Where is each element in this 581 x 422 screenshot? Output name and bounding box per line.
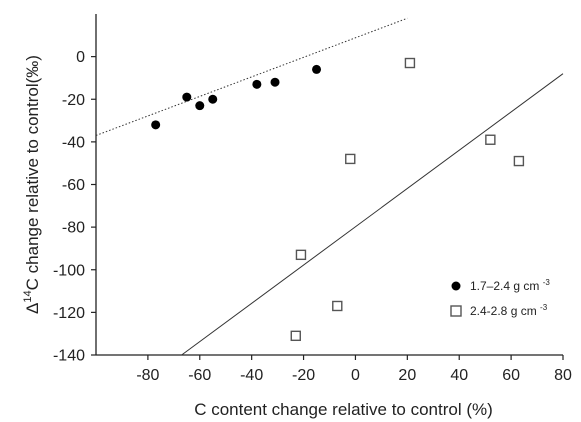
y-tick-label: -40: [62, 134, 85, 151]
filled-circle-point: [151, 120, 161, 130]
dotted-trendline: [95, 17, 408, 136]
trendlines: [95, 17, 564, 356]
x-tick-label: 0: [351, 367, 360, 384]
filled-circle-point: [312, 64, 322, 74]
filled-circle-point: [270, 77, 280, 87]
y-axis-title-superscript: 14: [22, 290, 34, 302]
y-tick-label: 0: [76, 49, 85, 66]
legend-label: 2.4-2.8 g cm -3: [470, 303, 548, 318]
legend-marker-square: [450, 305, 462, 317]
x-ticks: -80 -60 -40 -20 0 20 40 60 80: [136, 355, 572, 384]
y-axis-title-prefix: Δ: [23, 303, 42, 314]
x-tick-label: 60: [502, 367, 520, 384]
filled-circle-point: [208, 94, 218, 104]
y-axis-title-rest: C change relative to control(‰): [23, 55, 42, 290]
legend-label: 1.7–2.4 g cm -3: [470, 278, 550, 293]
x-tick-label: -80: [136, 367, 159, 384]
y-tick-label: -140: [53, 348, 85, 365]
y-tick-label: -80: [62, 220, 85, 237]
x-tick-label: 20: [398, 367, 416, 384]
data-points: [151, 57, 525, 342]
legend: 1.7–2.4 g cm -3 2.4-2.8 g cm -3: [450, 278, 550, 318]
open-square-point: [485, 134, 496, 145]
open-square-point: [332, 300, 343, 312]
x-tick-label: -40: [240, 367, 263, 384]
y-tick-label: -60: [62, 177, 85, 194]
x-tick-label: -60: [188, 367, 211, 384]
legend-marker-circle: [451, 281, 461, 291]
open-square-point: [513, 155, 525, 167]
filled-circle-point: [195, 101, 205, 111]
open-square-point: [345, 153, 356, 165]
filled-circle-point: [252, 79, 262, 89]
filled-circle-point: [182, 92, 192, 102]
x-tick-label: 40: [450, 367, 468, 384]
open-square-point: [295, 249, 307, 261]
x-tick-label: -20: [292, 367, 315, 384]
y-ticks: 0 -20 -40 -60 -80 -100 -120 -140: [53, 49, 96, 365]
y-tick-label: -120: [53, 305, 85, 322]
solid-trendline: [181, 73, 564, 356]
x-tick-label: 80: [554, 367, 572, 384]
open-square-point: [404, 57, 416, 69]
y-axis-title: Δ14C change relative to control(‰): [22, 55, 42, 314]
x-axis-title: C content change relative to control (%): [194, 400, 493, 419]
open-square-point: [290, 330, 301, 342]
y-tick-label: -20: [62, 92, 85, 109]
y-tick-label: -100: [53, 262, 85, 279]
